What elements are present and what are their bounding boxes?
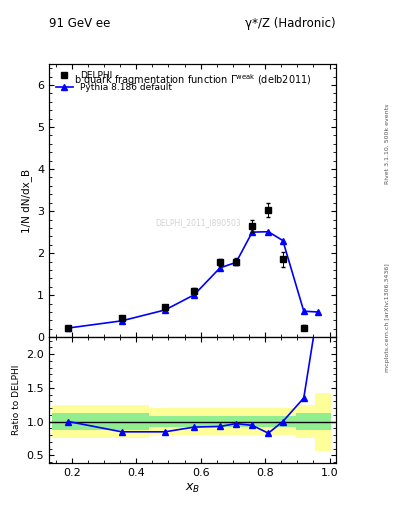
- Text: γ*/Z (Hadronic): γ*/Z (Hadronic): [245, 16, 336, 30]
- Text: Rivet 3.1.10, 500k events: Rivet 3.1.10, 500k events: [385, 103, 389, 183]
- X-axis label: $x_B$: $x_B$: [185, 482, 200, 496]
- Text: DELPHI_2011_I890503: DELPHI_2011_I890503: [156, 218, 241, 227]
- Text: mcplots.cern.ch [arXiv:1306.3436]: mcplots.cern.ch [arXiv:1306.3436]: [385, 263, 389, 372]
- Text: 91 GeV ee: 91 GeV ee: [49, 16, 110, 30]
- Y-axis label: 1/N dN/dx_B: 1/N dN/dx_B: [21, 168, 31, 232]
- Y-axis label: Ratio to DELPHI: Ratio to DELPHI: [12, 365, 21, 436]
- Legend: DELPHI, Pythia 8.186 default: DELPHI, Pythia 8.186 default: [53, 69, 174, 95]
- Text: b quark fragmentation function $\mathregular{\Gamma^{weak}}$ (delb2011): b quark fragmentation function $\mathreg…: [74, 72, 311, 88]
